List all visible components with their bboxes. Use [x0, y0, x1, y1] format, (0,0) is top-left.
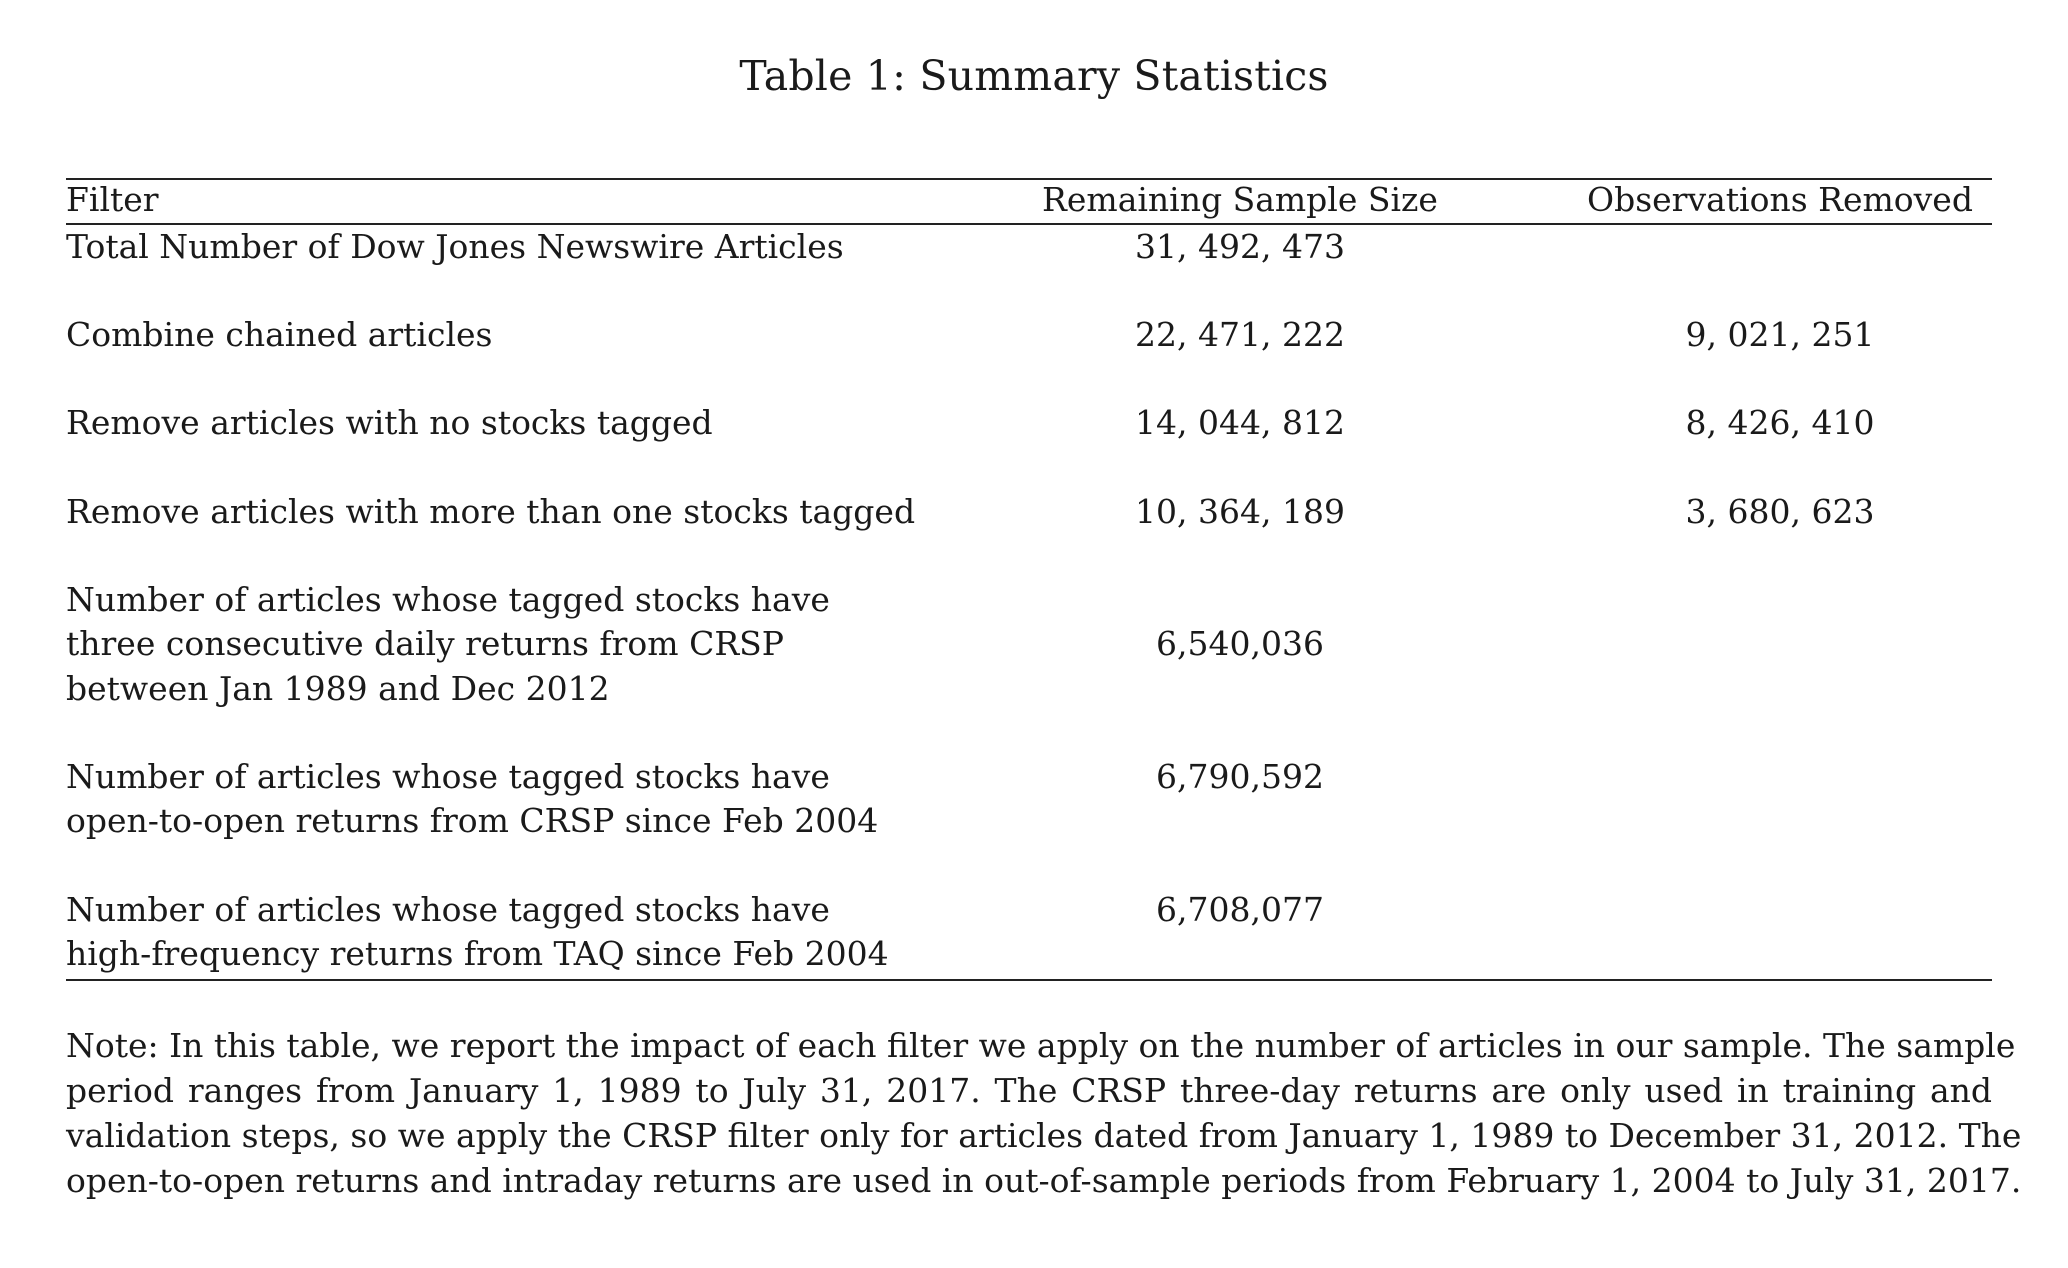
note-line-2: period ranges from January 1, 1989 to Ju… [66, 1071, 1992, 1110]
row-0-remaining: 31, 492, 473 [1135, 227, 1345, 266]
row-4-filter-line-1: Number of articles whose tagged stocks h… [66, 580, 830, 619]
row-1-removed: 9, 021, 251 [1685, 315, 1875, 354]
row-1-filter: Combine chained articles [66, 315, 493, 354]
row-4-remaining: 6,540,036 [1156, 624, 1324, 663]
table-header-rule [66, 223, 1992, 225]
row-2-removed: 8, 426, 410 [1685, 403, 1875, 442]
row-2-filter: Remove articles with no stocks tagged [66, 403, 713, 442]
row-4-filter-line-2: three consecutive daily returns from CRS… [66, 624, 784, 663]
row-5-filter-line-1: Number of articles whose tagged stocks h… [66, 757, 830, 796]
note-line-1: Note: In this table, we report the impac… [66, 1026, 2016, 1065]
note-line-3: validation steps, so we apply the CRSP f… [66, 1116, 2022, 1155]
row-0-filter: Total Number of Dow Jones Newswire Artic… [66, 227, 844, 266]
table-caption: Table 1: Summary Statistics [739, 52, 1329, 100]
row-3-filter: Remove articles with more than one stock… [66, 492, 916, 531]
row-6-remaining: 6,708,077 [1156, 890, 1324, 929]
row-3-removed: 3, 680, 623 [1685, 492, 1875, 531]
row-2-remaining: 14, 044, 812 [1135, 403, 1345, 442]
row-6-filter-line-2: high-frequency returns from TAQ since Fe… [66, 934, 889, 973]
table-top-rule [66, 178, 1992, 180]
row-1-remaining: 22, 471, 222 [1135, 315, 1345, 354]
note-line-4: open-to-open returns and intraday return… [66, 1161, 2022, 1200]
table-note: Note: In this table, we report the impac… [66, 1023, 2022, 1203]
header-observations-removed: Observations Removed [1587, 180, 1973, 219]
row-5-remaining: 6,790,592 [1156, 757, 1324, 796]
header-remaining-sample-size: Remaining Sample Size [1042, 180, 1438, 219]
table-bottom-rule [66, 979, 1992, 981]
row-4-filter-line-3: between Jan 1989 and Dec 2012 [66, 669, 610, 708]
header-filter: Filter [66, 180, 159, 219]
row-6-filter-line-1: Number of articles whose tagged stocks h… [66, 890, 830, 929]
row-5-filter-line-2: open-to-open returns from CRSP since Feb… [66, 801, 879, 840]
row-3-remaining: 10, 364, 189 [1135, 492, 1345, 531]
